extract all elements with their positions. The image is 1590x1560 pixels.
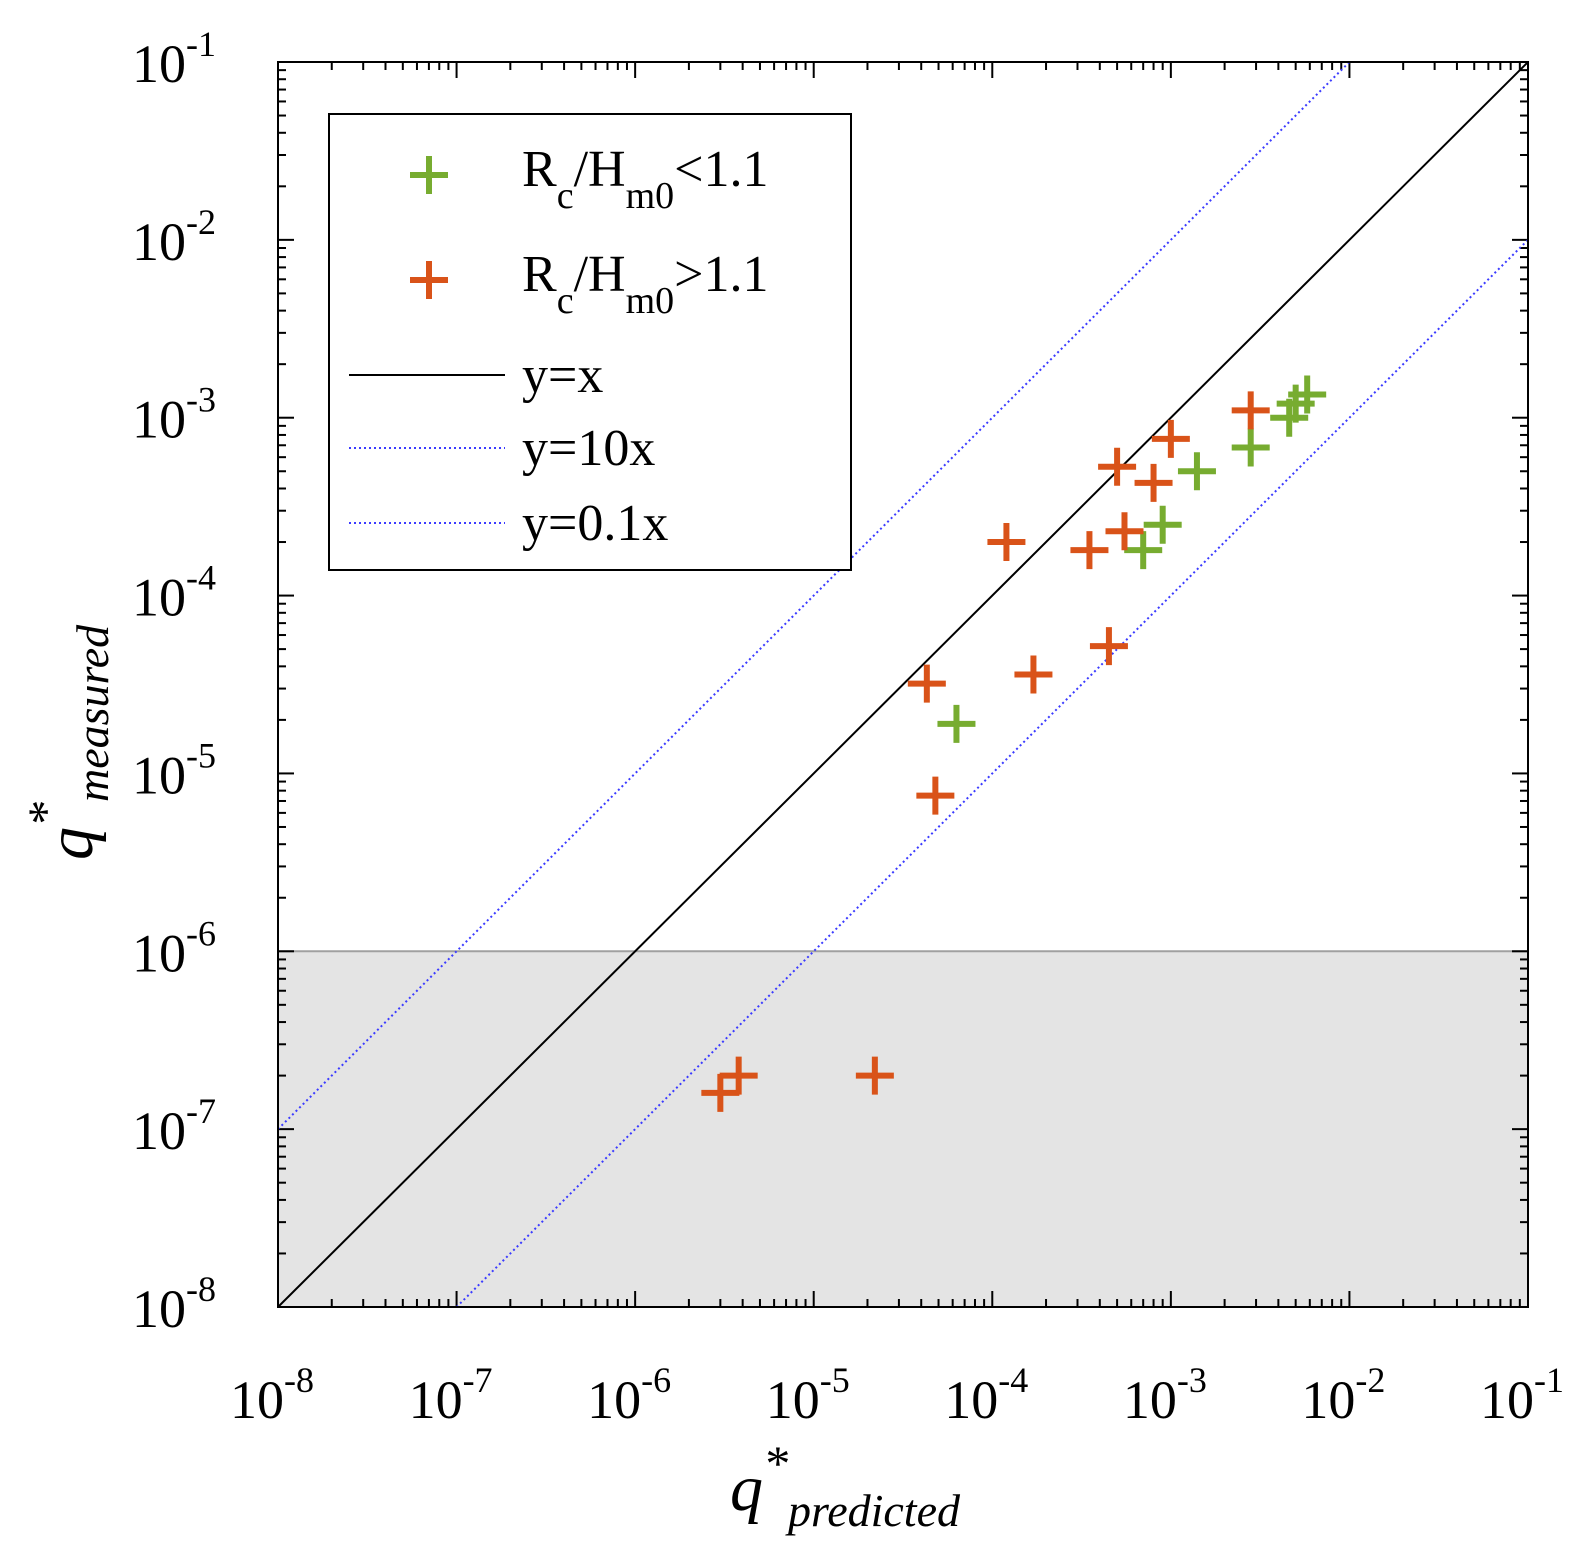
data-point-s2-9 <box>1089 627 1128 666</box>
reference-lines-layer <box>277 61 1529 1308</box>
x-tick-label-6: 10-2 <box>1301 1360 1385 1430</box>
data-point-s2-12 <box>1134 463 1173 502</box>
x-tick-label-1: 10-7 <box>409 1360 493 1430</box>
legend-item-line-y01x: y=0.1x <box>349 495 668 552</box>
y-tick-label-0: 10-8 <box>132 1269 216 1339</box>
legend-label-y10x: y=10x <box>522 420 655 477</box>
legend-item-line-yx: y=x <box>349 347 603 404</box>
data-point-s2-8 <box>1070 531 1109 570</box>
legend-label-series-2: Rc/Hm0>1.1 <box>522 246 768 322</box>
x-axis-label: q*predicted <box>730 1435 961 1536</box>
data-point-s2-13 <box>1151 419 1190 458</box>
data-point-s1-3 <box>1143 505 1182 544</box>
y-tick-label-1: 10-7 <box>132 1091 216 1161</box>
y-axis-label: q*measured <box>17 624 118 860</box>
data-point-s2-10 <box>1098 447 1137 486</box>
plot-frame-layer <box>277 61 1529 1308</box>
y-tick-label-3: 10-5 <box>132 735 216 805</box>
legend-label-series-1: Rc/Hm0<1.1 <box>522 141 768 217</box>
axis-ticks-layer <box>277 62 1528 1308</box>
legend-label-y01x: y=0.1x <box>522 495 668 552</box>
legend-plus-green <box>410 156 448 194</box>
data-point-s2-1 <box>701 1073 740 1112</box>
y-tick-label-2: 10-6 <box>132 913 216 983</box>
data-point-s2-6 <box>987 523 1026 562</box>
legend-marker-green-plus <box>410 156 448 194</box>
data-points-layer <box>701 375 1327 1112</box>
data-point-s1-2 <box>1124 531 1163 570</box>
plot-frame <box>277 61 1529 1308</box>
x-tick-label-3: 10-5 <box>766 1360 850 1430</box>
x-tick-label-7: 10-1 <box>1480 1360 1564 1430</box>
legend-item-line-y10x: y=10x <box>349 420 655 477</box>
x-tick-labels: 10-8 10-7 10-6 10-5 10-4 10-3 10-2 10-1 <box>230 1360 1564 1430</box>
data-point-s2-14 <box>1231 391 1270 430</box>
legend: Rc/Hm0<1.1 Rc/Hm0>1.1 y=x y=10x y=0.1x <box>328 113 852 571</box>
y-tick-label-4: 10-4 <box>132 558 216 628</box>
reference-line-1 <box>277 61 1351 1130</box>
x-tick-label-4: 10-4 <box>944 1360 1028 1430</box>
y-tick-labels: 10-8 10-7 10-6 10-5 10-4 10-3 10-2 10-1 <box>132 24 216 1339</box>
data-point-s2-4 <box>916 776 955 815</box>
legend-item-series-2: Rc/Hm0>1.1 <box>410 246 768 322</box>
reference-line-0 <box>277 61 1529 1308</box>
y-tick-label-5: 10-3 <box>132 380 216 450</box>
x-tick-label-2: 10-6 <box>587 1360 671 1430</box>
data-point-s2-7 <box>1014 655 1053 694</box>
data-point-s2-3 <box>855 1056 894 1095</box>
legend-plus-orange <box>410 261 448 299</box>
data-point-s2-5 <box>907 664 946 703</box>
x-tick-label-5: 10-3 <box>1123 1360 1207 1430</box>
data-point-s2-2 <box>719 1056 758 1095</box>
reference-line-2 <box>455 239 1529 1308</box>
data-point-s1-8 <box>1288 375 1327 414</box>
shaded-region <box>278 951 1528 1307</box>
legend-box <box>328 113 852 571</box>
data-point-s1-1 <box>937 704 976 743</box>
legend-label-yx: y=x <box>522 347 603 404</box>
legend-marker-orange-plus <box>410 261 448 299</box>
data-point-s2-11 <box>1105 512 1144 551</box>
data-point-s1-5 <box>1231 428 1270 467</box>
y-tick-label-6: 10-2 <box>132 202 216 272</box>
y-tick-label-7: 10-1 <box>132 24 216 94</box>
x-tick-label-0: 10-8 <box>230 1360 314 1430</box>
legend-item-series-1: Rc/Hm0<1.1 <box>410 141 768 217</box>
shaded-region-layer <box>278 950 1528 1307</box>
data-point-s1-4 <box>1177 452 1216 491</box>
